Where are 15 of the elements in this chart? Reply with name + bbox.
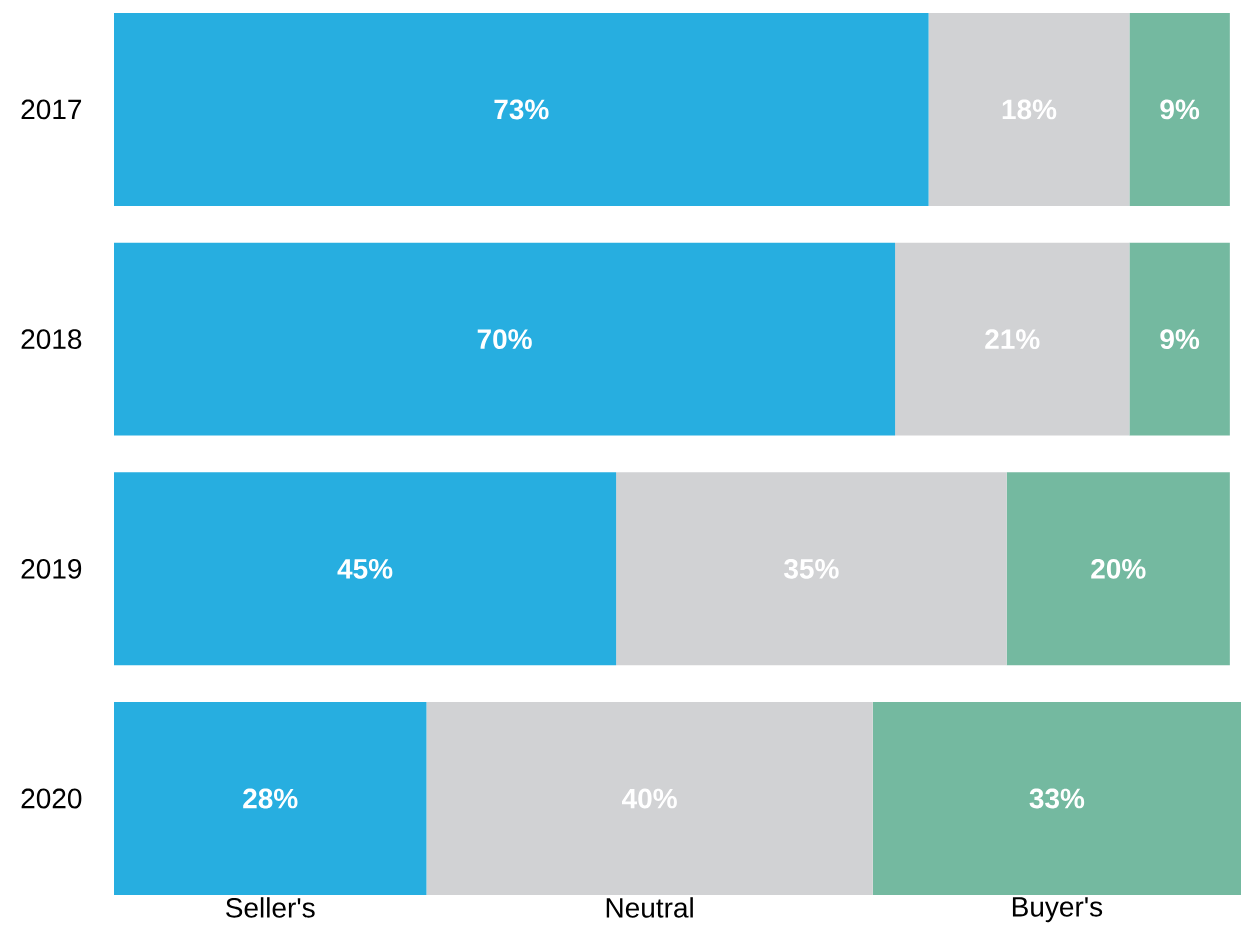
data-label: 28% <box>243 788 298 809</box>
y-tick-label: 2018 <box>21 329 82 350</box>
data-label: 73% <box>494 99 549 120</box>
y-tick-label: 2020 <box>21 788 82 809</box>
data-label: 20% <box>1091 558 1146 579</box>
series-label: Buyer's <box>1012 897 1103 923</box>
data-label: 33% <box>1029 788 1085 809</box>
y-tick-label: 2019 <box>21 558 82 579</box>
data-label: 9% <box>1160 329 1200 350</box>
data-label: 45% <box>337 558 393 579</box>
y-tick-label: 2017 <box>21 99 82 120</box>
data-label: 70% <box>477 329 532 350</box>
series-label: Neutral <box>606 897 693 918</box>
series-label: Seller's <box>226 897 315 918</box>
data-label: 9% <box>1160 99 1200 120</box>
